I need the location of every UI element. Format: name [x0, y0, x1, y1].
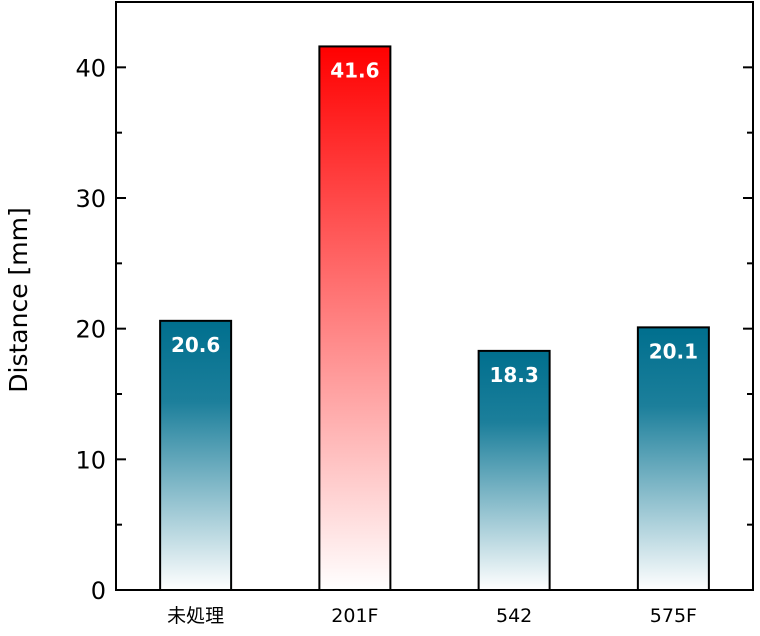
bar — [477, 349, 551, 591]
data-label: 20.1 — [649, 339, 698, 363]
y-tick-label: 0 — [91, 577, 106, 605]
x-tick-label: 542 — [496, 605, 532, 627]
y-tick-label: 20 — [75, 316, 106, 344]
category-labels: 未処理 201F 542 575F — [167, 605, 697, 627]
x-tick-label: 201F — [331, 605, 378, 627]
y-axis-ticks: 0 10 20 30 40 — [75, 54, 753, 605]
x-tick-label: 未処理 — [167, 605, 224, 627]
y-tick-label: 30 — [75, 185, 106, 213]
x-tick-label: 575F — [650, 605, 697, 627]
plot-frame — [115, 1, 754, 591]
bars: 20.6 41.6 18.3 20.1 — [159, 45, 710, 591]
y-tick-label: 10 — [75, 446, 106, 474]
y-tick-label: 40 — [75, 54, 106, 82]
data-label: 20.6 — [171, 333, 220, 357]
y-axis-title: Distance [mm] — [4, 207, 33, 392]
bar — [318, 45, 392, 591]
data-label: 18.3 — [489, 363, 538, 387]
bar — [159, 319, 233, 591]
data-label: 41.6 — [330, 58, 379, 82]
bar — [636, 326, 710, 591]
